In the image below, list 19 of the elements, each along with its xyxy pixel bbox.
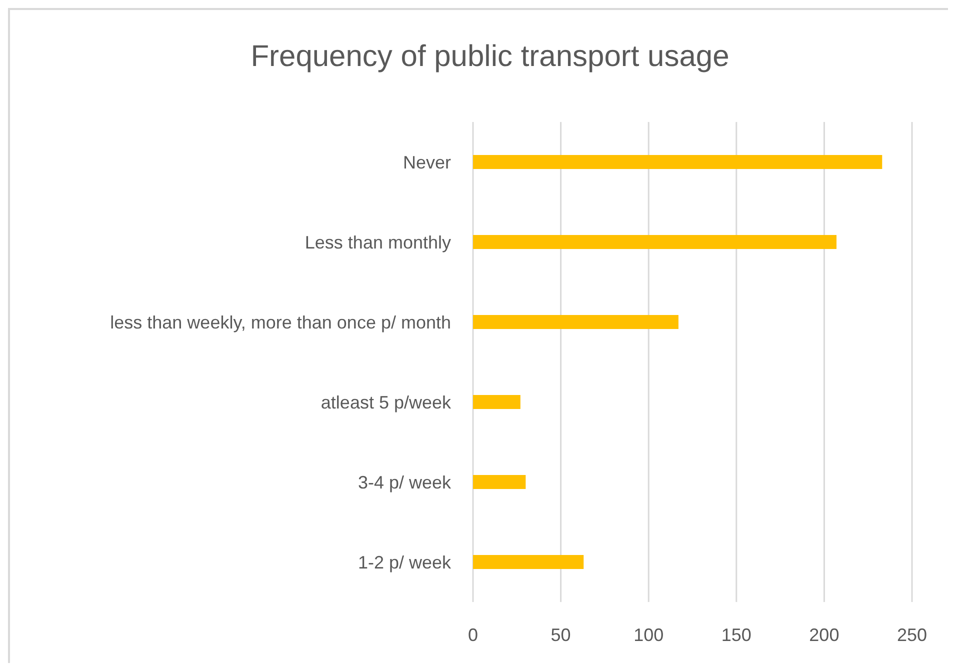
chart-title: Frequency of public transport usage bbox=[250, 40, 730, 74]
y-tick-label: Never bbox=[402, 152, 452, 172]
y-tick-label: Less than monthly bbox=[304, 232, 451, 252]
y-tick-label: atleast 5 p/week bbox=[320, 392, 452, 412]
bar bbox=[473, 555, 584, 569]
x-tick-label: 150 bbox=[721, 624, 752, 645]
bar bbox=[473, 235, 836, 249]
x-tick-label: 250 bbox=[896, 624, 928, 645]
x-tick-label: 0 bbox=[468, 624, 478, 645]
x-tick-label: 100 bbox=[634, 624, 664, 645]
bar bbox=[473, 155, 882, 169]
y-tick-label: less than weekly, more than once p/ month bbox=[110, 312, 451, 332]
y-tick-label: 3-4 p/ week bbox=[358, 472, 452, 492]
bar bbox=[473, 315, 678, 329]
y-tick-label: 1-2 p/ week bbox=[358, 552, 452, 572]
x-tick-label: 200 bbox=[809, 624, 840, 645]
bar bbox=[473, 475, 526, 489]
bar bbox=[473, 395, 520, 409]
x-tick-label: 50 bbox=[550, 624, 571, 645]
